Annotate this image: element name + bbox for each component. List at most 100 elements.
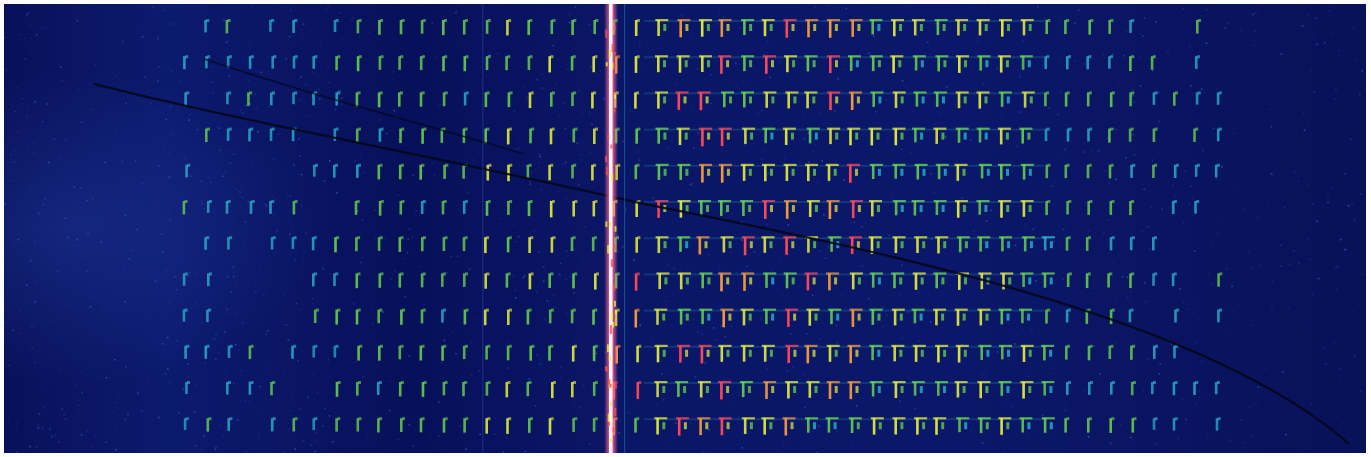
noise-dot	[90, 108, 92, 111]
noise-dot	[239, 128, 242, 131]
burst-tick	[1130, 382, 1134, 396]
noise-dot	[1351, 203, 1354, 206]
signal-burst	[1129, 19, 1135, 33]
signal-burst	[399, 19, 405, 35]
noise-dot	[958, 393, 961, 396]
noise-dot	[168, 132, 171, 134]
burst-tail	[769, 349, 773, 357]
signal-burst	[205, 127, 210, 143]
noise-dot	[63, 413, 66, 416]
signal-burst	[484, 91, 490, 108]
burst-dot	[1152, 55, 1156, 59]
noise-dot	[76, 19, 79, 22]
noise-dot	[713, 328, 716, 330]
burst-dot	[400, 344, 404, 348]
burst-tick	[292, 92, 295, 105]
burst-dot	[273, 55, 277, 59]
burst-serif	[869, 308, 883, 311]
burst-tick	[635, 201, 638, 217]
signal-burst	[421, 127, 427, 144]
noise-dot	[57, 441, 60, 443]
burst-serif	[675, 417, 689, 420]
noise-dot	[248, 380, 250, 383]
noise-dot	[823, 214, 825, 216]
noise-dot	[302, 440, 305, 442]
signal-burst	[849, 19, 863, 37]
noise-dot	[1310, 69, 1313, 72]
burst-dot	[465, 272, 468, 276]
signal-burst	[741, 236, 755, 256]
burst-dot	[380, 272, 384, 276]
noise-dot	[687, 265, 689, 267]
noise-dot	[712, 326, 715, 329]
noise-dot	[1008, 322, 1010, 325]
burst-dot	[1047, 200, 1051, 203]
burst-serif	[718, 19, 732, 22]
carrier-speck	[607, 134, 610, 140]
burst-tick	[701, 309, 704, 325]
noise-dot	[1193, 250, 1196, 252]
burst-dot	[272, 381, 276, 384]
signal-burst	[914, 236, 928, 253]
noise-dot	[438, 435, 440, 437]
burst-dot	[508, 236, 512, 240]
signal-burst	[462, 344, 468, 360]
signal-burst	[977, 55, 991, 71]
burst-serif	[1021, 91, 1035, 94]
burst-dot	[464, 127, 468, 131]
burst-serif	[718, 344, 732, 347]
burst-tick	[723, 92, 726, 108]
noise-dot	[236, 419, 239, 421]
signal-burst	[956, 55, 969, 73]
signal-burst	[506, 344, 512, 361]
signal-burst	[507, 91, 513, 108]
noise-dot	[80, 121, 83, 123]
noise-dot	[998, 305, 1001, 308]
signal-burst	[442, 236, 448, 251]
burst-tail	[663, 132, 667, 140]
burst-serif	[977, 236, 991, 239]
burst-tick	[593, 128, 596, 144]
noise-dot	[982, 83, 985, 86]
burst-dot	[1066, 163, 1070, 167]
burst-tick	[870, 128, 874, 146]
carrier-speck	[613, 300, 616, 307]
noise-dot	[34, 301, 36, 303]
burst-tick	[914, 128, 917, 143]
burst-tick	[1150, 56, 1154, 70]
burst-dot	[378, 381, 382, 384]
burst-tick	[463, 56, 467, 72]
burst-dot	[337, 381, 341, 384]
burst-tail	[962, 313, 966, 321]
burst-tail	[963, 24, 967, 31]
burst-tick	[871, 382, 875, 397]
noise-dot	[578, 184, 580, 186]
burst-tick	[937, 382, 940, 396]
noise-dot	[21, 97, 24, 100]
burst-tail	[900, 96, 904, 104]
noise-dot	[708, 428, 710, 431]
burst-serif	[933, 308, 947, 311]
noise-dot	[374, 209, 377, 212]
noise-dot	[457, 172, 459, 174]
noise-dot	[698, 139, 701, 141]
noise-dot	[746, 384, 748, 387]
noise-dot	[41, 427, 44, 429]
burst-tail	[835, 60, 838, 68]
signal-burst	[804, 272, 818, 291]
burst-dot	[185, 417, 189, 421]
carrier-speck	[607, 413, 610, 422]
noise-dot	[1002, 451, 1005, 453]
burst-tick	[957, 92, 961, 109]
noise-dot	[10, 180, 13, 182]
carrier-speck	[609, 325, 612, 335]
noise-dot	[53, 138, 56, 140]
noise-dot	[1018, 241, 1021, 243]
noise-dot	[224, 331, 226, 333]
noise-dot	[1292, 165, 1294, 168]
noise-dot	[536, 78, 538, 81]
burst-dot	[573, 344, 577, 348]
noise-dot	[354, 361, 356, 363]
noise-dot	[1186, 308, 1188, 310]
noise-dot	[695, 286, 698, 288]
